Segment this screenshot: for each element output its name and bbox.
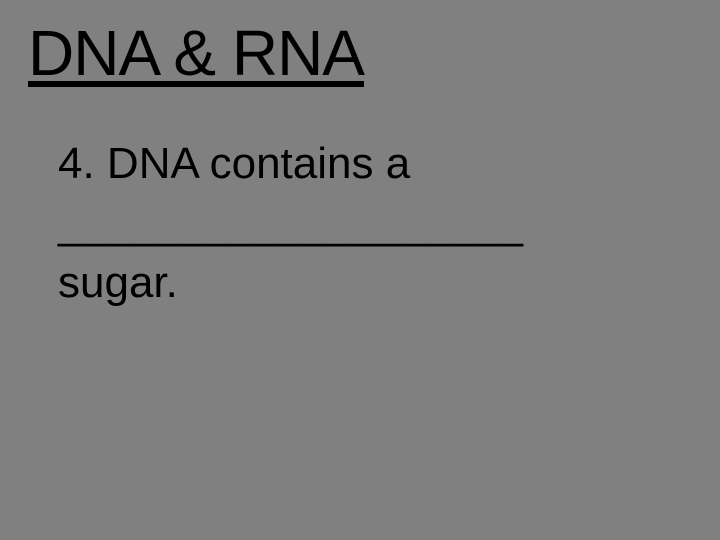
body-line-1: 4. DNA contains a — [58, 134, 588, 193]
slide-title: DNA & RNA — [28, 18, 692, 88]
slide-body: 4. DNA contains a ___________________ su… — [28, 134, 588, 312]
body-blank-line: ___________________ — [58, 194, 588, 253]
slide-container: DNA & RNA 4. DNA contains a ____________… — [0, 0, 720, 540]
body-line-3: sugar. — [58, 253, 588, 312]
